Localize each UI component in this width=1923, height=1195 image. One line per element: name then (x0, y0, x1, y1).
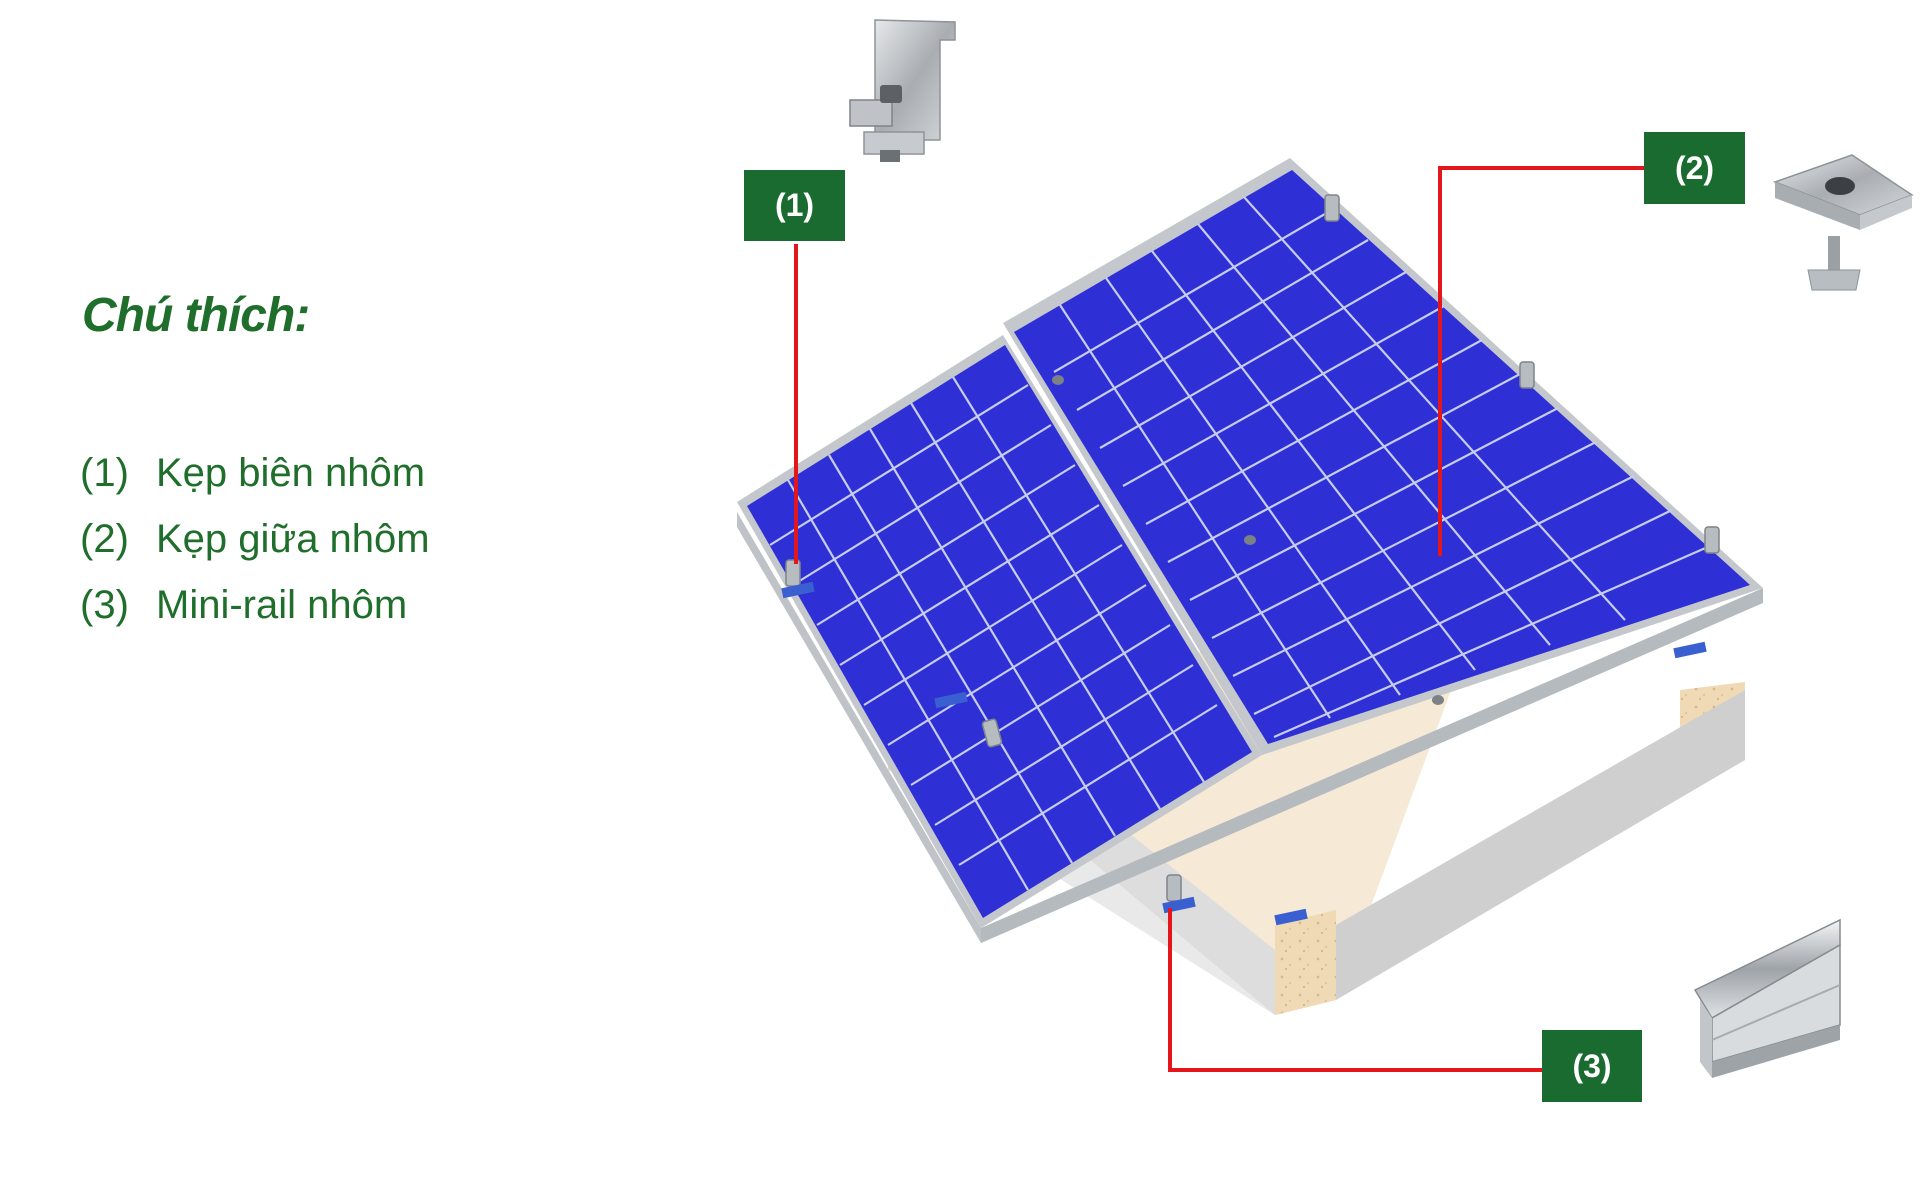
mini-rail-product-icon (1693, 918, 1841, 1078)
end-clamp-product-icon (849, 19, 956, 162)
panel-cell-grid (769, 196, 1711, 891)
legend-item-number: (2) (80, 516, 129, 561)
legend-list: (1) Kẹp biên nhôm (2) Kẹp giữa nhôm (3) … (80, 440, 430, 638)
legend-item-label: Mini-rail nhôm (156, 582, 408, 627)
legend-item-end-clamp: (1) Kẹp biên nhôm (80, 440, 430, 506)
panel-side-frame (737, 512, 1763, 943)
legend-item-number: (1) (80, 450, 129, 495)
legend-title: Chú thích: (82, 289, 310, 342)
mid-clamp-product-icon (1772, 154, 1914, 291)
mid-clamp-marks (1052, 375, 1444, 705)
legend-item-mini-rail: (3) Mini-rail nhôm (80, 572, 430, 638)
legend-item-label: Kẹp biên nhôm (156, 450, 426, 495)
end-clamps-on-panel (781, 194, 1720, 926)
legend-item-mid-clamp: (2) Kẹp giữa nhôm (80, 506, 430, 572)
callout-end-clamp: (1) (744, 170, 845, 241)
legend-item-number: (3) (80, 582, 129, 627)
callout-mini-rail: (3) (1542, 1030, 1642, 1102)
legend-item-label: Kẹp giữa nhôm (156, 516, 430, 561)
leader-lines (794, 166, 1650, 1072)
callout-mid-clamp: (2) (1644, 132, 1745, 204)
